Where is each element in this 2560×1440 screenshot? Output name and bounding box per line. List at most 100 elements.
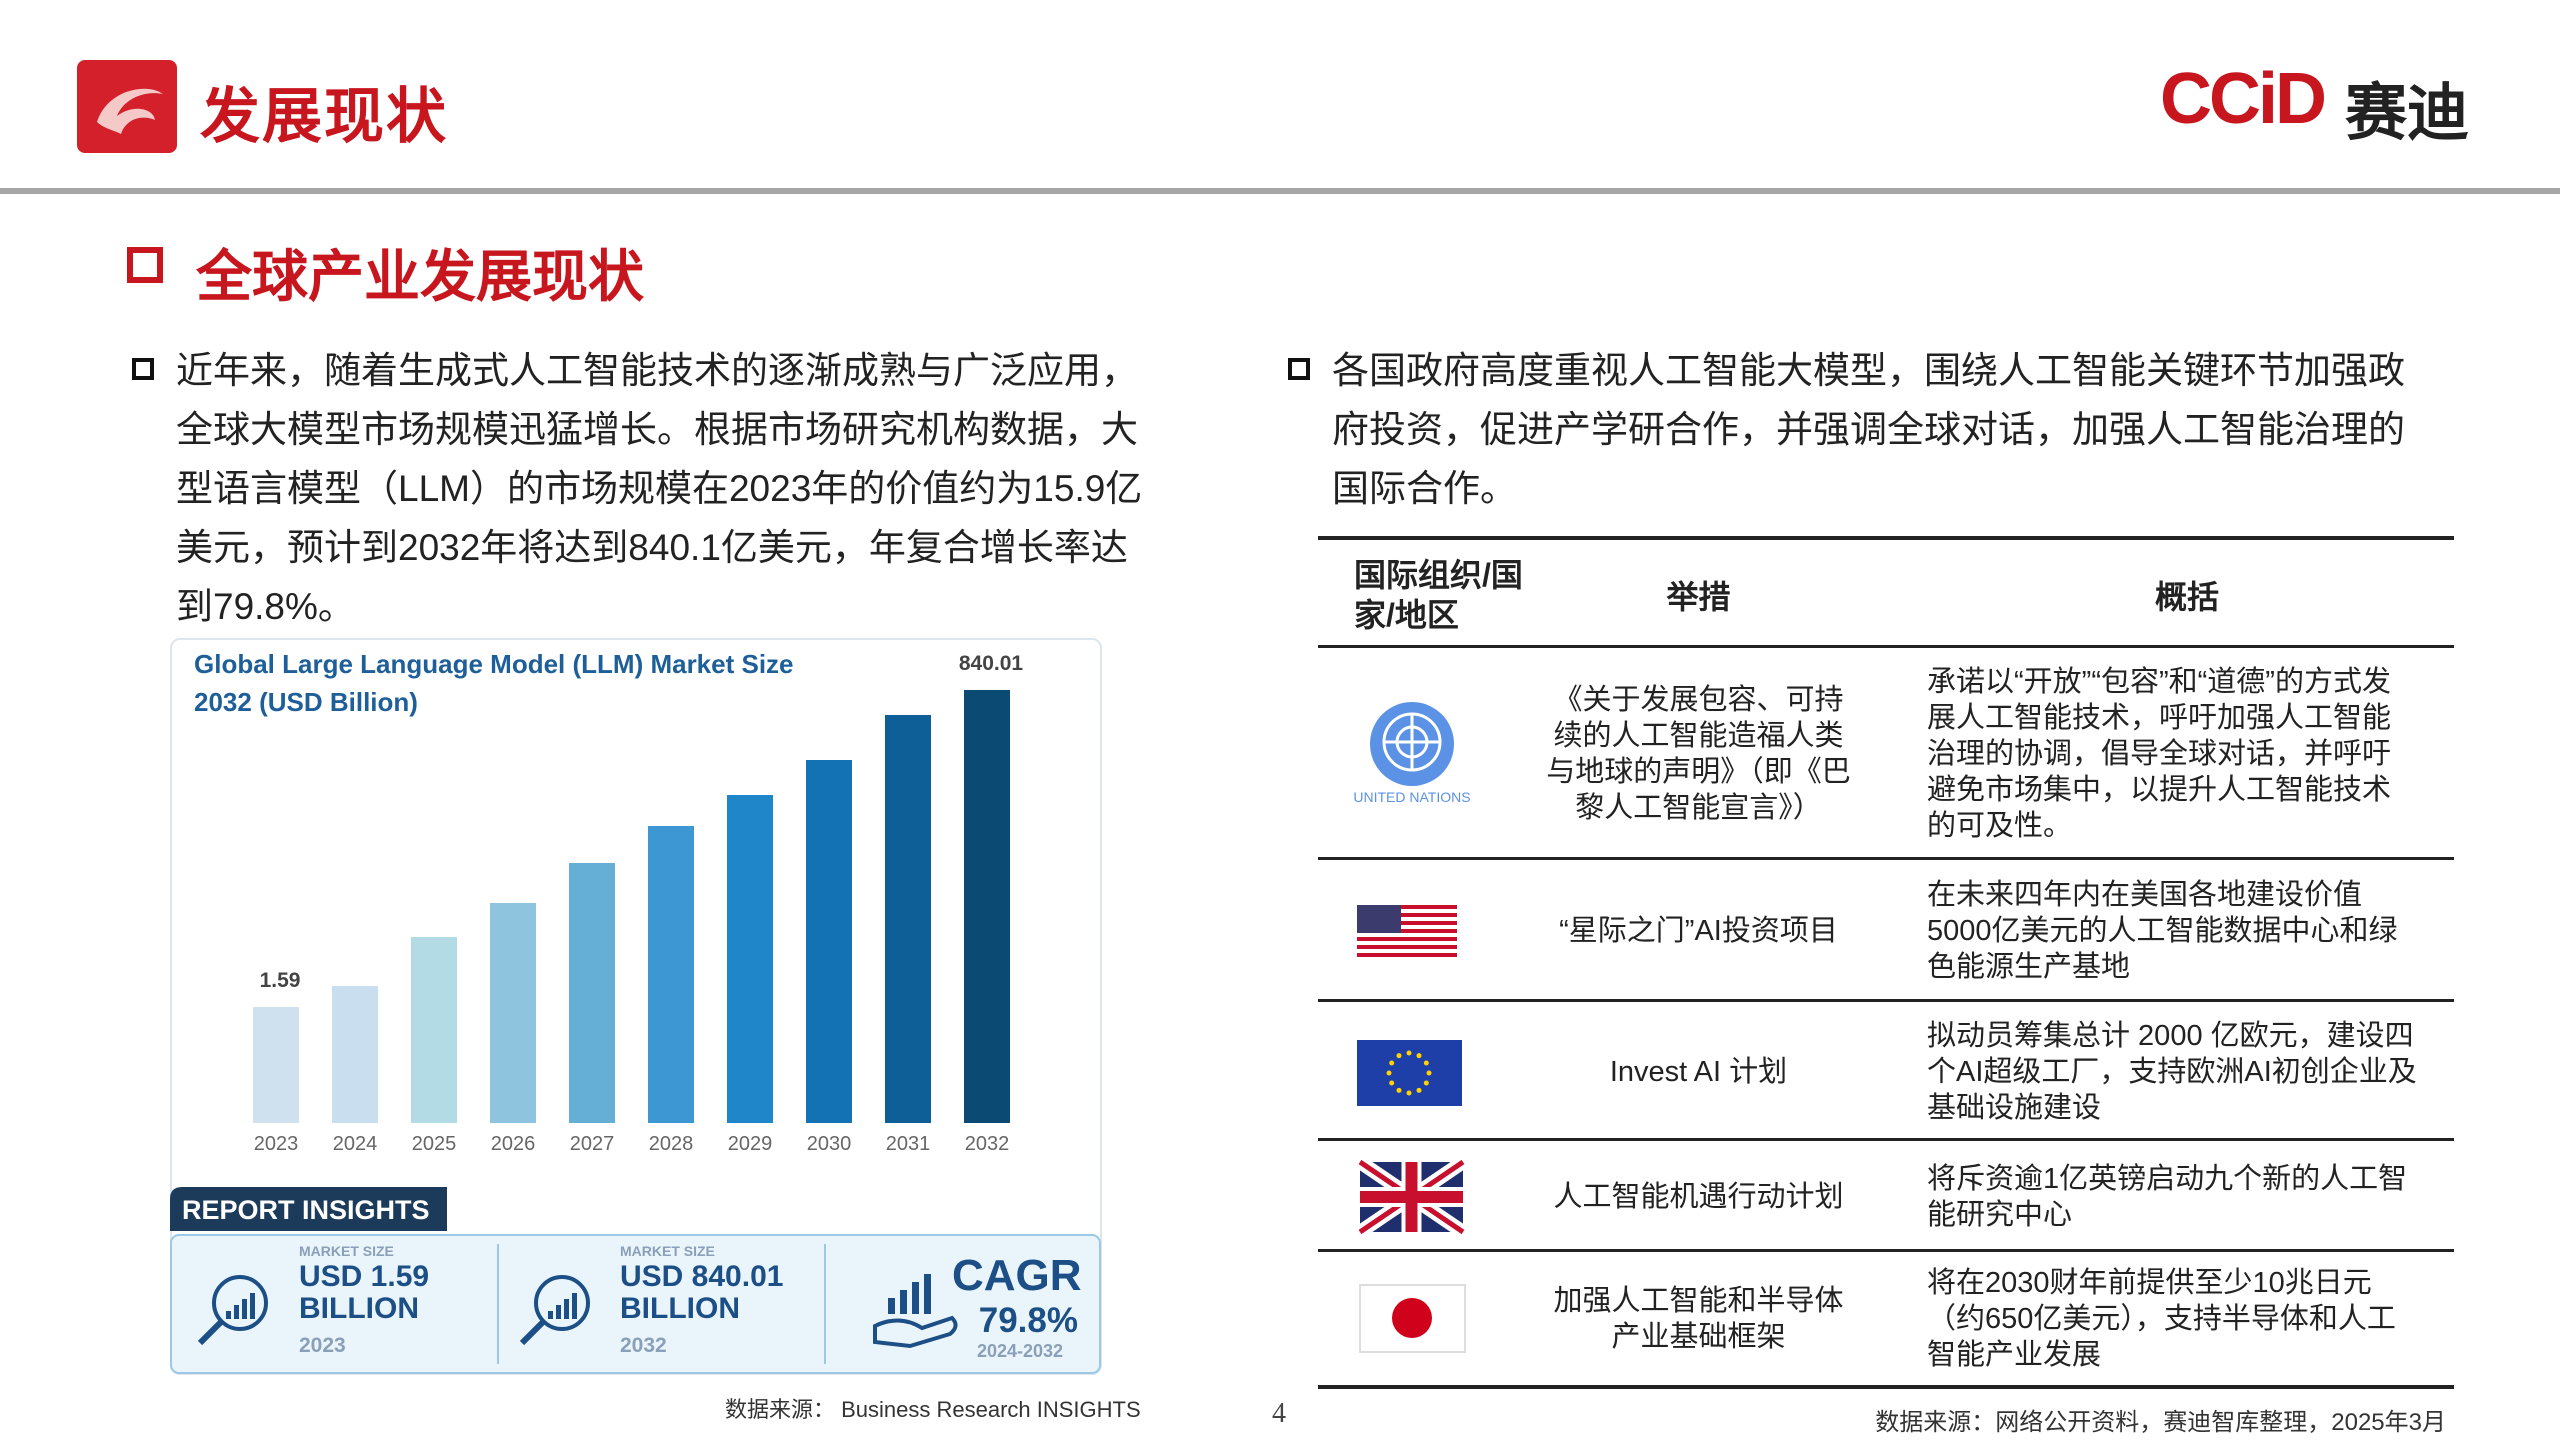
insight-icon xyxy=(572,1293,577,1319)
flag xyxy=(1357,941,1457,945)
x-tick-label: 2030 xyxy=(807,1133,852,1155)
emblem: UNITED NATIONS xyxy=(1353,702,1471,805)
flag xyxy=(1357,929,1457,933)
insight-icon xyxy=(250,1293,255,1319)
flag xyxy=(1396,1087,1402,1093)
insight-icon xyxy=(242,1299,247,1319)
flag xyxy=(1386,1070,1392,1075)
insights-box xyxy=(170,1234,1101,1374)
x-tick-label: 2024 xyxy=(333,1133,378,1155)
insight-period: 2032 xyxy=(620,1334,667,1357)
insight-icon xyxy=(873,1315,958,1349)
insight-icon xyxy=(197,1318,225,1346)
bar xyxy=(490,903,536,1123)
brand-icon xyxy=(77,60,177,153)
right-source: 数据来源：网络公开资料，赛迪智库整理，2025年3月 xyxy=(1875,1409,2446,1436)
insight-icon xyxy=(556,1305,561,1319)
flag xyxy=(1357,921,1457,925)
left-source: 数据来源： Business Research INSIGHTS xyxy=(725,1397,1141,1422)
flag xyxy=(1357,913,1457,917)
insight-unit: BILLION xyxy=(299,1292,419,1325)
x-tick-label: 2028 xyxy=(649,1133,694,1155)
table-measure: 人工智能机遇行动计划 xyxy=(1553,1180,1844,1213)
insight-unit: BILLION xyxy=(620,1292,740,1325)
table-rule xyxy=(1318,999,2454,1002)
flag xyxy=(1357,917,1457,921)
table-measure: Invest AI 计划 xyxy=(1609,1055,1788,1088)
insight-period: 2023 xyxy=(299,1334,346,1357)
x-tick-label: 2032 xyxy=(965,1133,1010,1155)
table-summary: 在未来四年内在美国各地建设价值5000亿美元的人工智能数据中心和绿色能源生产基地 xyxy=(1927,879,2398,983)
flag xyxy=(1357,949,1457,953)
x-tick-label: 2031 xyxy=(886,1133,931,1155)
table-rule xyxy=(1318,645,2454,648)
table-header: 概括 xyxy=(2154,579,2219,615)
table-measure: “星际之门”AI投资项目 xyxy=(1559,915,1838,947)
bar xyxy=(253,1007,299,1123)
flag xyxy=(1396,1052,1402,1058)
flag xyxy=(1357,937,1457,941)
flag xyxy=(1406,1090,1412,1095)
header-title: 发展现状 xyxy=(200,83,448,150)
data-label: 840.01 xyxy=(959,652,1024,675)
left-paragraph: 近年来，随着生成式人工智能技术的逐渐成熟与广泛应用，全球大模型市场规模迅猛增长。… xyxy=(176,350,1143,627)
insight-icon xyxy=(226,1311,231,1319)
insight-icon xyxy=(912,1282,919,1314)
data-label: 1.59 xyxy=(260,969,301,992)
bar xyxy=(964,690,1010,1123)
insight-caption: CAGR xyxy=(952,1251,1082,1300)
emblem xyxy=(1356,1155,1467,1238)
table-summary: 将斥资逾1亿英镑启动九个新的人工智能研究中心 xyxy=(1927,1162,2408,1231)
flag xyxy=(1416,1087,1422,1093)
bullet xyxy=(1288,358,1310,380)
x-tick-label: 2029 xyxy=(728,1133,773,1155)
emblem xyxy=(1357,1039,1462,1106)
header-rule xyxy=(0,188,2560,194)
flag xyxy=(1360,1161,1463,1232)
section-title: 全球产业发展现状 xyxy=(196,245,644,308)
insight-icon xyxy=(888,1298,895,1314)
logo-name: 赛迪 xyxy=(2345,79,2470,148)
section-bullet xyxy=(127,247,163,283)
chart-title-line: Global Large Language Model (LLM) Market… xyxy=(194,649,794,679)
flag xyxy=(1416,1052,1422,1058)
x-tick-label: 2025 xyxy=(412,1133,457,1155)
insights-tab xyxy=(170,1187,447,1231)
bar xyxy=(569,863,615,1123)
emblem xyxy=(1357,905,1457,957)
insight-caption: MARKET SIZE xyxy=(620,1243,715,1259)
x-tick-label: 2023 xyxy=(254,1133,299,1155)
table-header: 举措 xyxy=(1666,579,1731,615)
table-summary: 承诺以“开放”“包容”和“道德”的方式发展人工智能技术，呼吁加强人工智能治理的协… xyxy=(1927,666,2392,842)
table-rule xyxy=(1318,1138,2454,1141)
flag xyxy=(1357,1039,1462,1106)
flag xyxy=(1357,945,1457,949)
insight-icon xyxy=(548,1311,553,1319)
flag xyxy=(1357,933,1457,937)
bar xyxy=(411,937,457,1123)
bar xyxy=(727,795,773,1123)
insight-value: USD 840.01 xyxy=(620,1260,783,1293)
flag xyxy=(1357,953,1457,957)
bar xyxy=(332,986,378,1123)
flag xyxy=(1357,925,1457,929)
insight-period: 2024-2032 xyxy=(977,1341,1063,1361)
flag xyxy=(1357,905,1457,909)
flag xyxy=(1423,1060,1429,1065)
table-rule xyxy=(1318,1249,2454,1252)
insight-icon xyxy=(924,1274,931,1314)
table-summary: 将在2030财年前提供至少10兆日元（约650亿美元），支持半导体和人工智能产业… xyxy=(1927,1266,2396,1371)
x-tick-label: 2026 xyxy=(491,1133,536,1155)
flag xyxy=(1392,1297,1432,1338)
table-header: 国际组织/国家/地区 xyxy=(1354,557,1523,633)
chart-title-line: 2032 (USD Billion) xyxy=(194,687,418,717)
logo-brand: CCiD xyxy=(2160,59,2327,139)
table-rule xyxy=(1318,536,2454,540)
insight-icon xyxy=(900,1290,907,1314)
chart: Global Large Language Model (LLM) Market… xyxy=(170,649,1101,1374)
bar xyxy=(648,826,694,1123)
table-measure: 《关于发展包容、可持续的人工智能造福人类与地球的声明》（即《巴黎人工智能宣言》） xyxy=(1546,684,1851,824)
chart-title: Global Large Language Model (LLM) Market… xyxy=(194,649,794,717)
